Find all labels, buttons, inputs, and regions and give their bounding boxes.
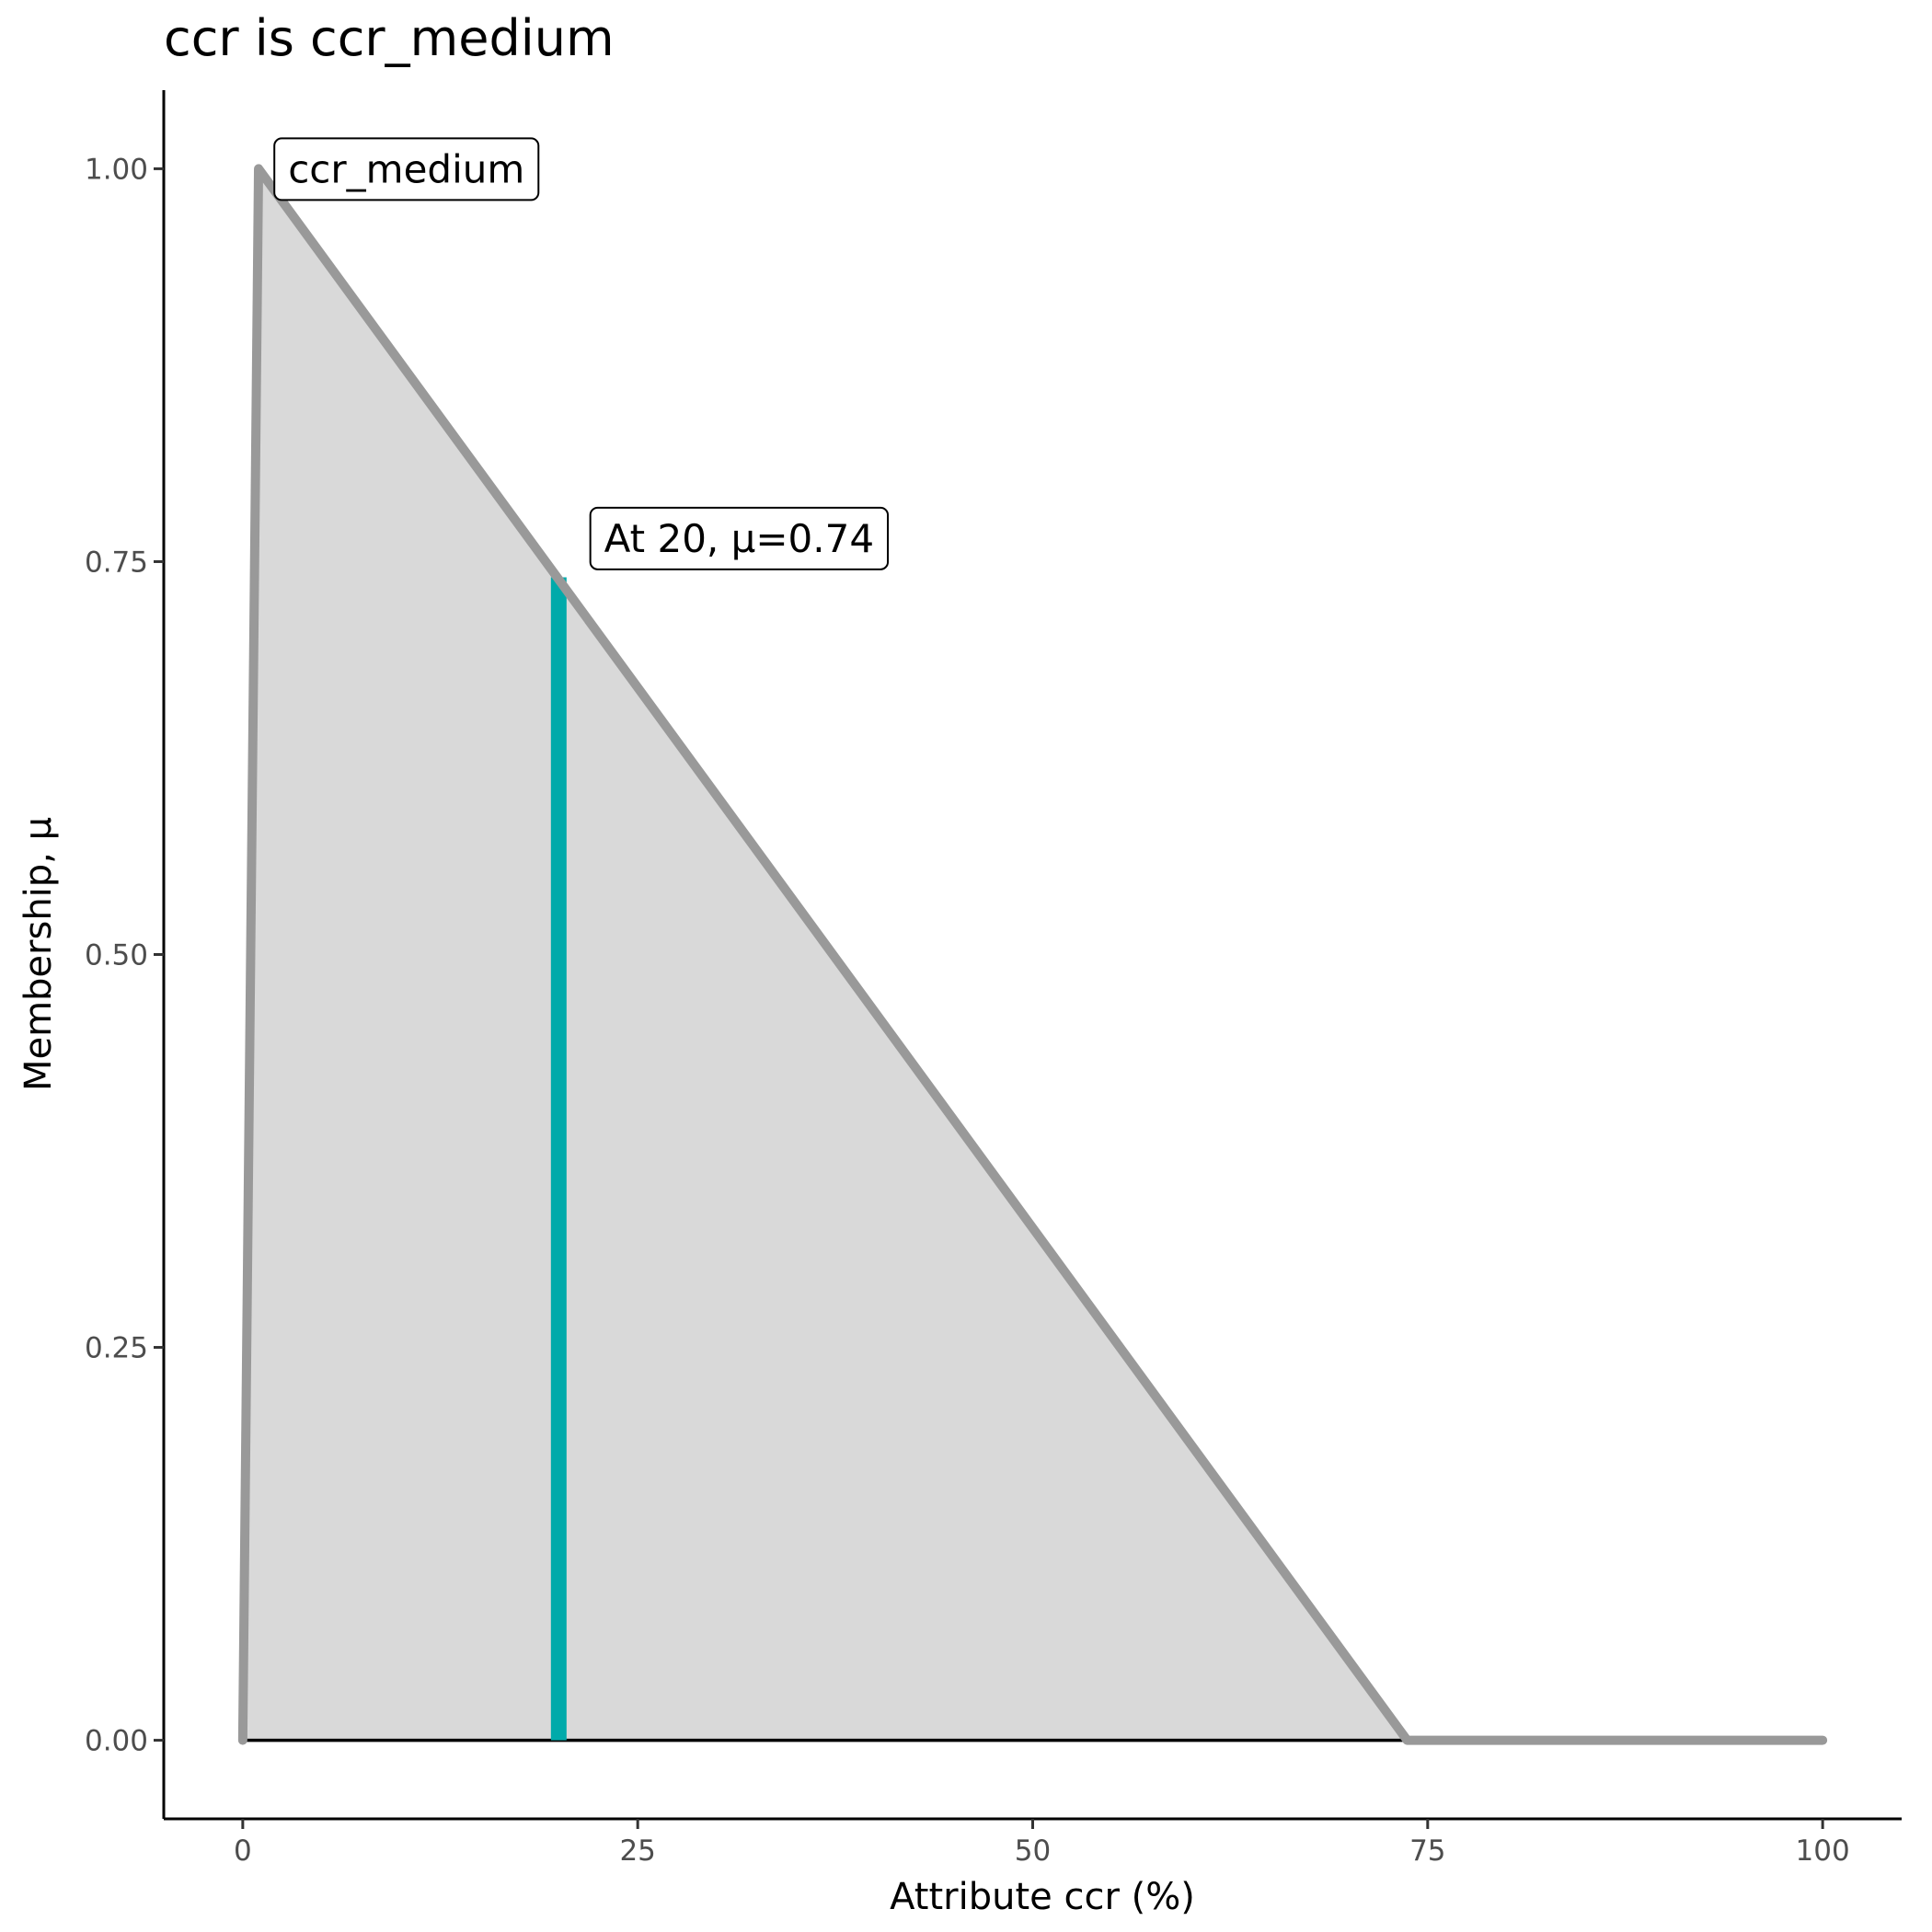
annotation-text: ccr_medium	[288, 146, 524, 191]
annotation-text: At 20, μ=0.74	[604, 516, 874, 561]
x-axis: 0 25 50 75 100	[164, 1817, 1902, 1868]
x-tick-label: 100	[1796, 1834, 1850, 1868]
membership-area	[242, 168, 1823, 1741]
y-tick-label: 0.00	[85, 1725, 148, 1758]
y-tick-label: 0.75	[85, 546, 148, 579]
x-tick-label: 25	[619, 1834, 655, 1868]
annotation-label: ccr_medium	[273, 137, 540, 201]
x-tick-label: 50	[1015, 1834, 1051, 1868]
y-tick-label: 0.25	[85, 1332, 148, 1365]
chart-title: ccr is ccr_medium	[164, 9, 615, 67]
y-ticks: 0.00 0.25 0.50 0.75 1.00	[85, 153, 164, 1758]
y-tick-label: 0.50	[85, 939, 148, 972]
x-tick-label: 0	[234, 1834, 252, 1868]
x-axis-title: Attribute ccr (%)	[890, 1876, 1195, 1918]
x-ticks: 0 25 50 75 100	[234, 1819, 1850, 1868]
annotation-box	[273, 137, 540, 201]
y-tick-label: 1.00	[85, 153, 148, 186]
y-axis-title: Membership, μ	[17, 817, 60, 1091]
membership-fill	[242, 168, 1823, 1741]
y-axis: 0.00 0.25 0.50 0.75 1.00	[85, 90, 166, 1819]
membership-line	[237, 164, 1828, 1745]
annotation-box	[589, 506, 890, 570]
x-tick-label: 75	[1409, 1834, 1445, 1868]
annotation-label: At 20, μ=0.74	[589, 506, 890, 570]
annotations: ccr_medium At 20, μ=0.74	[273, 137, 890, 570]
